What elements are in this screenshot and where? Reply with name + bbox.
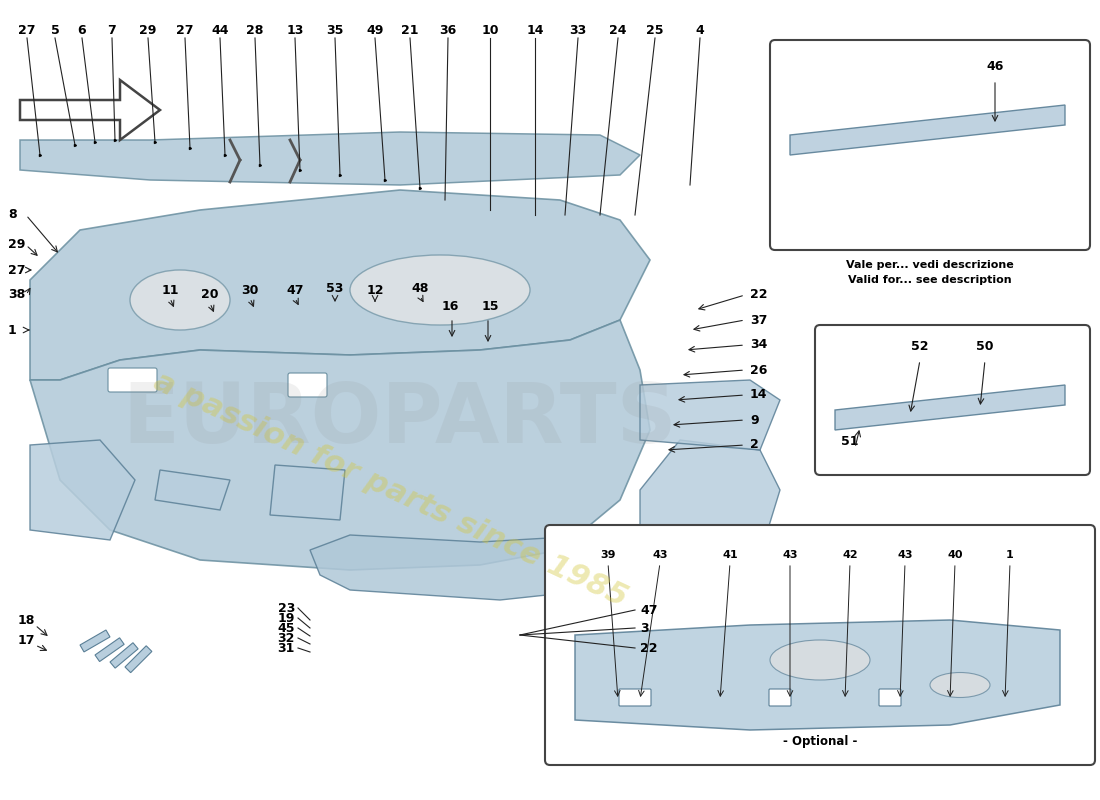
Text: 32: 32 (277, 631, 295, 645)
Text: 3: 3 (640, 622, 649, 634)
Text: Valid for... see description: Valid for... see description (848, 275, 1012, 285)
Text: 2: 2 (750, 438, 759, 451)
Text: 33: 33 (570, 23, 586, 37)
Text: 5: 5 (51, 23, 59, 37)
Text: 52: 52 (911, 340, 928, 353)
Polygon shape (835, 385, 1065, 430)
Text: 11: 11 (162, 283, 178, 297)
Text: 9: 9 (750, 414, 759, 426)
Text: 26: 26 (750, 363, 768, 377)
Polygon shape (640, 380, 780, 450)
Text: 6: 6 (78, 23, 86, 37)
Text: Vale per... vedi descrizione: Vale per... vedi descrizione (846, 260, 1014, 270)
Text: 41: 41 (723, 550, 738, 560)
Text: 43: 43 (898, 550, 913, 560)
Text: 36: 36 (439, 23, 456, 37)
Text: 38: 38 (8, 289, 25, 302)
Text: 51: 51 (842, 435, 859, 448)
FancyBboxPatch shape (815, 325, 1090, 475)
Text: 24: 24 (609, 23, 627, 37)
Text: 27: 27 (8, 263, 25, 277)
FancyBboxPatch shape (544, 525, 1094, 765)
Polygon shape (20, 132, 640, 185)
Text: 13: 13 (286, 23, 304, 37)
Ellipse shape (350, 255, 530, 325)
Text: 28: 28 (246, 23, 264, 37)
Text: 4: 4 (695, 23, 704, 37)
Text: 42: 42 (843, 550, 858, 560)
Text: 45: 45 (277, 622, 295, 634)
FancyBboxPatch shape (769, 689, 791, 706)
Polygon shape (30, 190, 650, 380)
Text: 8: 8 (8, 209, 16, 222)
Text: EUROPARTS: EUROPARTS (122, 379, 678, 461)
Text: 29: 29 (140, 23, 156, 37)
Text: 22: 22 (640, 642, 658, 654)
Polygon shape (575, 620, 1060, 730)
Text: 16: 16 (441, 300, 459, 313)
Text: 53: 53 (327, 282, 343, 294)
Polygon shape (310, 530, 680, 600)
Text: 49: 49 (366, 23, 384, 37)
Ellipse shape (930, 673, 990, 698)
FancyBboxPatch shape (879, 689, 901, 706)
Ellipse shape (130, 270, 230, 330)
Text: 46: 46 (987, 60, 1003, 73)
Text: 10: 10 (482, 23, 498, 37)
Text: 22: 22 (750, 289, 768, 302)
Text: 40: 40 (947, 550, 962, 560)
Bar (80, 630, 110, 652)
Text: 31: 31 (277, 642, 295, 654)
Polygon shape (30, 440, 135, 540)
Text: 47: 47 (640, 603, 658, 617)
Text: 14: 14 (526, 23, 543, 37)
Text: 43: 43 (652, 550, 668, 560)
Polygon shape (790, 105, 1065, 155)
Text: 7: 7 (108, 23, 117, 37)
Text: 44: 44 (211, 23, 229, 37)
FancyBboxPatch shape (619, 689, 651, 706)
Text: 39: 39 (601, 550, 616, 560)
Text: 21: 21 (402, 23, 419, 37)
Text: 29: 29 (8, 238, 25, 251)
Text: a passion for parts since 1985: a passion for parts since 1985 (148, 367, 631, 613)
Text: 15: 15 (482, 300, 498, 313)
Text: 18: 18 (18, 614, 35, 626)
Text: 14: 14 (750, 389, 768, 402)
Text: 27: 27 (19, 23, 35, 37)
Text: 50: 50 (977, 340, 993, 353)
Text: 27: 27 (176, 23, 194, 37)
Text: 23: 23 (277, 602, 295, 614)
Text: 17: 17 (18, 634, 35, 646)
Text: 25: 25 (647, 23, 663, 37)
Text: 34: 34 (750, 338, 768, 351)
Polygon shape (640, 440, 780, 555)
Text: 35: 35 (327, 23, 343, 37)
FancyBboxPatch shape (770, 40, 1090, 250)
Text: 30: 30 (241, 283, 258, 297)
Text: 1: 1 (1006, 550, 1014, 560)
Polygon shape (600, 565, 760, 660)
FancyBboxPatch shape (108, 368, 157, 392)
Text: - Optional -: - Optional - (783, 735, 857, 748)
Text: 20: 20 (201, 289, 219, 302)
Bar (125, 646, 152, 673)
Text: 1: 1 (8, 323, 16, 337)
Text: 37: 37 (750, 314, 768, 326)
Text: 12: 12 (366, 283, 384, 297)
Bar (110, 642, 139, 668)
Polygon shape (155, 470, 230, 510)
Text: 43: 43 (782, 550, 797, 560)
Bar (95, 638, 124, 662)
Text: 47: 47 (286, 283, 304, 297)
Ellipse shape (770, 640, 870, 680)
Text: 48: 48 (411, 282, 429, 294)
Polygon shape (20, 80, 160, 140)
Polygon shape (270, 465, 345, 520)
FancyBboxPatch shape (288, 373, 327, 397)
Text: 19: 19 (277, 611, 295, 625)
Polygon shape (30, 320, 650, 570)
